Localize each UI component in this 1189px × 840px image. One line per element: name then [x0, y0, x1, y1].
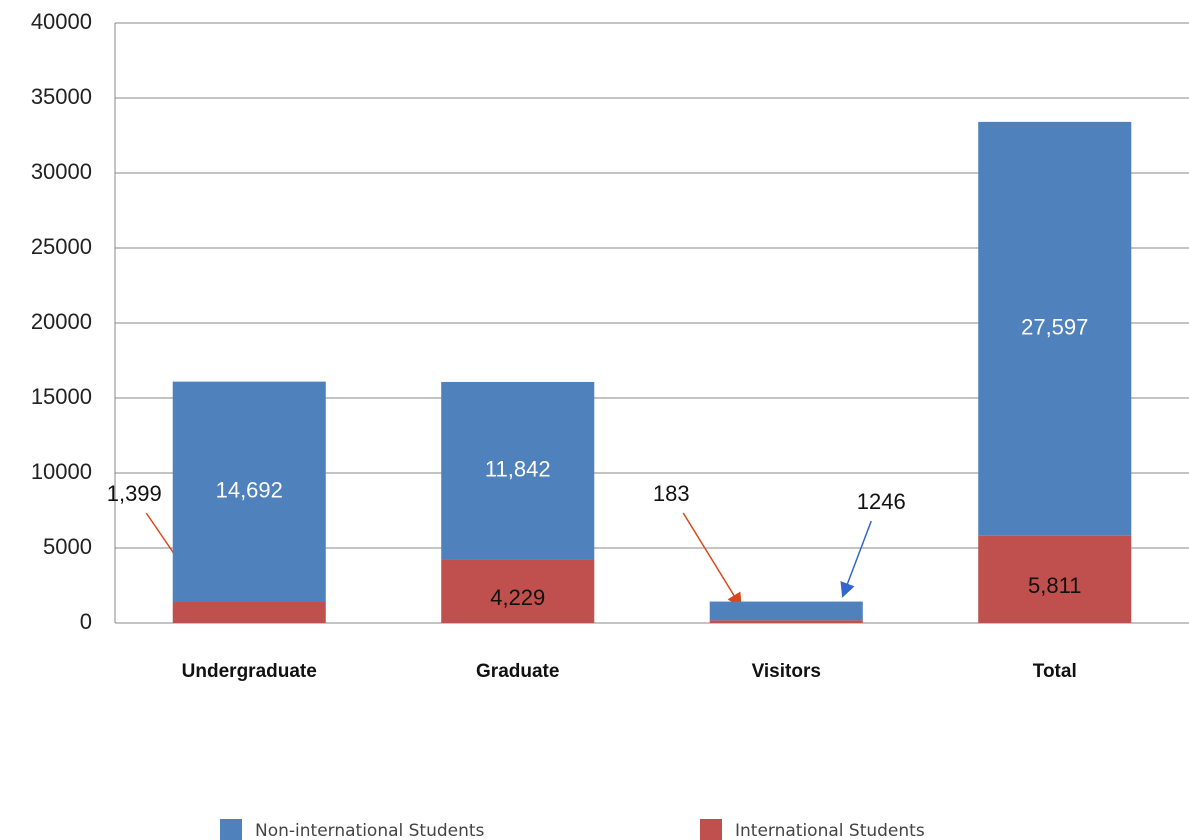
- bar-segment: [441, 559, 595, 623]
- legend-label: Non-international Students: [255, 821, 485, 840]
- y-tick-label: 25000: [31, 234, 92, 259]
- y-tick-label: 20000: [31, 309, 92, 334]
- data-label: 5,811: [1028, 573, 1081, 598]
- data-label: 14,692: [216, 478, 283, 503]
- bar-segment: [978, 121, 1132, 536]
- y-tick-label: 5000: [43, 534, 92, 559]
- bar-segment: [978, 535, 1132, 623]
- x-tick-label: Graduate: [476, 661, 559, 682]
- y-tick-label: 30000: [31, 159, 92, 184]
- bar-segment: [709, 601, 863, 621]
- bar-segment: [441, 381, 595, 560]
- y-tick-label: 15000: [31, 384, 92, 409]
- annotation-arrow: [682, 512, 742, 609]
- annotation-arrow: [840, 520, 872, 598]
- y-tick-label: 0: [80, 609, 92, 634]
- data-label: 183: [653, 481, 690, 506]
- x-tick-label: Visitors: [752, 661, 821, 682]
- x-tick-label: Total: [1033, 661, 1077, 682]
- data-label: 1246: [857, 489, 906, 514]
- legend-swatch: [220, 819, 242, 840]
- x-tick-label: Undergraduate: [182, 661, 317, 682]
- y-tick-label: 35000: [31, 84, 92, 109]
- data-label: 27,597: [1021, 315, 1088, 340]
- bar-segment: [709, 620, 863, 623]
- bar-segment: [172, 602, 326, 623]
- data-label: 4,229: [490, 585, 545, 610]
- data-label: 1,399: [107, 481, 162, 506]
- bar-segment: [172, 381, 326, 603]
- y-tick-label: 40000: [31, 9, 92, 34]
- legend-swatch: [700, 819, 722, 840]
- legend-label: International Students: [735, 821, 925, 840]
- y-tick-label: 10000: [31, 459, 92, 484]
- data-label: 11,842: [485, 457, 551, 482]
